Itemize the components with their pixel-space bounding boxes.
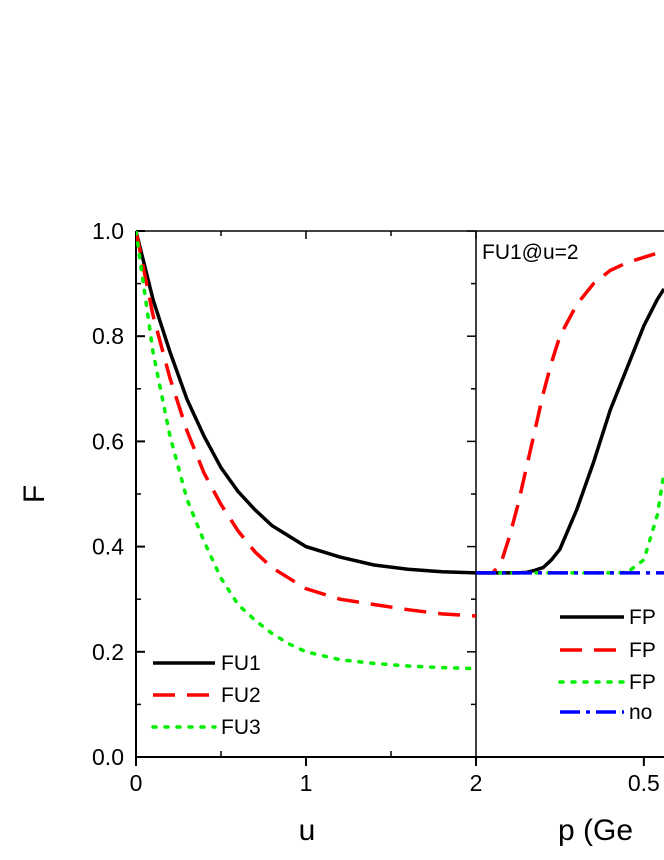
y-tick-label: 0.0 [92, 744, 124, 770]
left-series-line-0 [136, 231, 476, 575]
y-axis-title: F [18, 485, 51, 503]
legend-label-no: no [629, 701, 652, 724]
left-series-line-1 [136, 231, 476, 618]
right-series-group [476, 249, 664, 575]
legend-label-fp-dashed: FP [629, 639, 656, 662]
legend-label-fp-solid: FP [629, 606, 656, 629]
x-tick-label: 2 [470, 770, 483, 796]
x-tick-label: 1 [300, 770, 313, 796]
x-axis-title-right: p (Ge [558, 814, 633, 847]
right-series-line-2 [476, 471, 664, 575]
y-tick-label: 0.6 [92, 428, 124, 454]
x-tick-label-right: 0.5 [628, 770, 660, 796]
right-series-line-1 [476, 249, 664, 575]
y-tick-label: 1.0 [92, 218, 124, 244]
legend-label-fu1: FU1 [221, 652, 261, 675]
panel-annotation: FU1@u=2 [482, 241, 579, 264]
x-tick-label: 0 [130, 770, 143, 796]
legend-label-fu3: FU3 [221, 716, 261, 739]
legend-label-fp-dotted: FP [629, 671, 656, 694]
x-axis-title-left: u [299, 814, 316, 847]
y-tick-label: 0.4 [92, 534, 124, 560]
y-tick-label: 0.8 [92, 323, 124, 349]
left-series-line-2 [136, 231, 476, 671]
legend-label-fu2: FU2 [221, 684, 261, 707]
left-series-group [136, 231, 476, 671]
y-tick-label: 0.2 [92, 639, 124, 665]
right-series-line-0 [476, 287, 664, 575]
